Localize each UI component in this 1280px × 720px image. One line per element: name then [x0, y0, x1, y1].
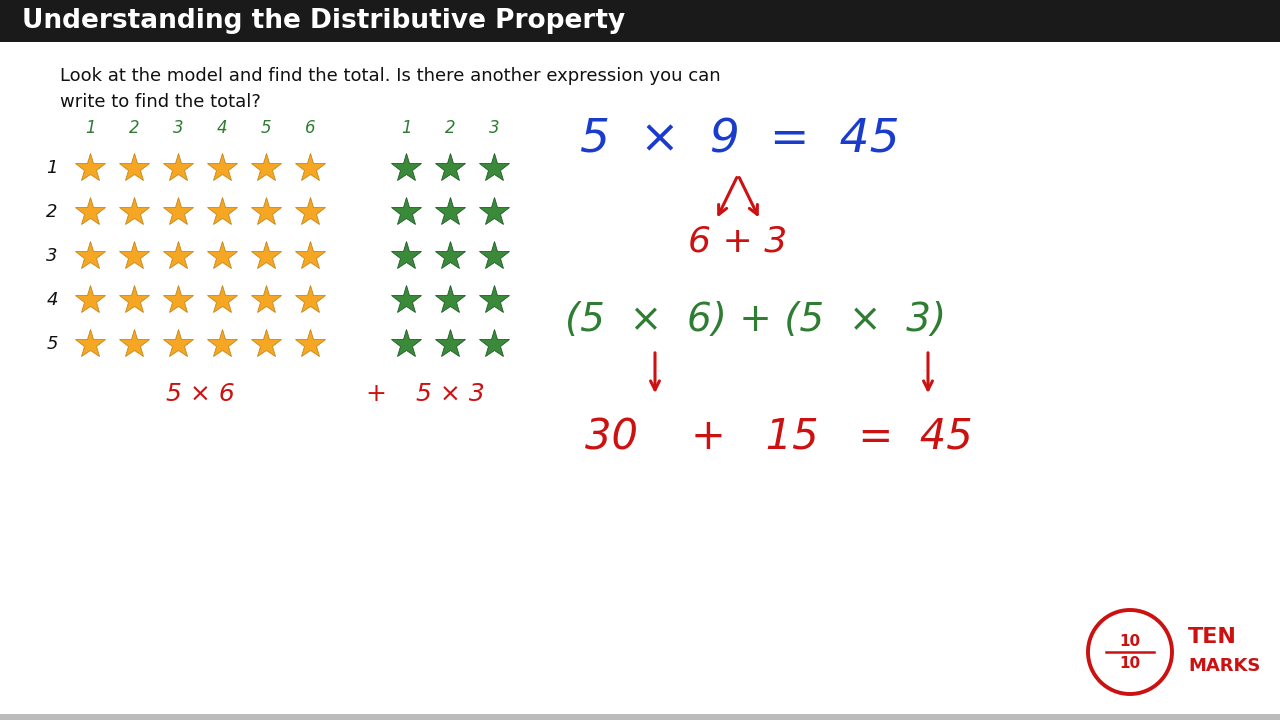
Text: 5: 5 [261, 119, 271, 137]
Text: Look at the model and find the total. Is there another expression you can: Look at the model and find the total. Is… [60, 67, 721, 85]
Text: +: + [366, 382, 387, 406]
Text: TEN: TEN [1188, 627, 1236, 647]
Text: 5: 5 [46, 335, 58, 353]
Text: 2: 2 [129, 119, 140, 137]
Text: 1: 1 [84, 119, 95, 137]
FancyBboxPatch shape [0, 714, 1280, 720]
Text: 5  ×  9  =  45: 5 × 9 = 45 [580, 117, 900, 163]
Text: 2: 2 [444, 119, 456, 137]
Text: 5 × 6: 5 × 6 [165, 382, 234, 406]
FancyBboxPatch shape [0, 0, 1280, 42]
Text: write to find the total?: write to find the total? [60, 93, 261, 111]
Text: 4: 4 [216, 119, 228, 137]
Text: (5  ×  6) + (5  ×  3): (5 × 6) + (5 × 3) [564, 301, 946, 339]
Text: 6 + 3: 6 + 3 [689, 225, 787, 259]
Text: 3: 3 [489, 119, 499, 137]
Text: 30    +   15   =  45: 30 + 15 = 45 [585, 417, 973, 459]
Text: 3: 3 [46, 247, 58, 265]
Text: Understanding the Distributive Property: Understanding the Distributive Property [22, 8, 625, 34]
Text: 1: 1 [401, 119, 411, 137]
Text: 5 × 3: 5 × 3 [416, 382, 484, 406]
Text: 1: 1 [46, 159, 58, 177]
Text: MARKS: MARKS [1188, 657, 1261, 675]
Text: 3: 3 [173, 119, 183, 137]
Text: 10: 10 [1120, 657, 1140, 672]
Text: 2: 2 [46, 203, 58, 221]
Text: 4: 4 [46, 291, 58, 309]
Text: 6: 6 [305, 119, 315, 137]
Text: 10: 10 [1120, 634, 1140, 649]
